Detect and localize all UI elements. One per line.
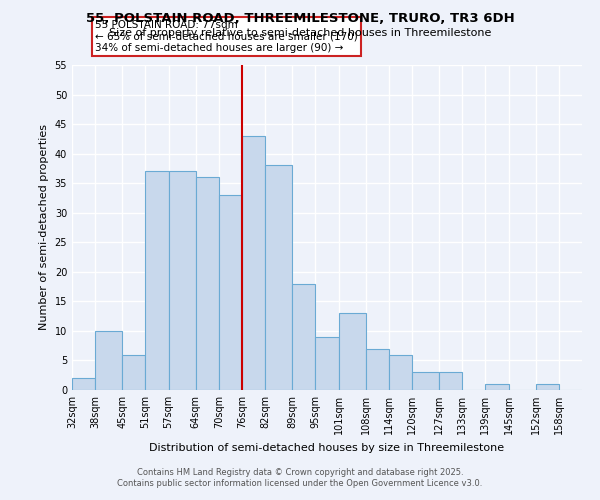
Bar xyxy=(219,195,242,390)
Bar xyxy=(536,384,559,390)
Bar xyxy=(145,172,169,390)
Text: 55 POLSTAIN ROAD: 77sqm
← 65% of semi-detached houses are smaller (170)
34% of s: 55 POLSTAIN ROAD: 77sqm ← 65% of semi-de… xyxy=(95,20,358,53)
Bar xyxy=(316,337,338,390)
Y-axis label: Number of semi-detached properties: Number of semi-detached properties xyxy=(39,124,49,330)
Bar xyxy=(196,178,219,390)
Bar xyxy=(265,166,292,390)
Text: Size of property relative to semi-detached houses in Threemilestone: Size of property relative to semi-detach… xyxy=(109,28,491,38)
Bar xyxy=(439,372,462,390)
Text: 55, POLSTAIN ROAD, THREEMILESTONE, TRURO, TR3 6DH: 55, POLSTAIN ROAD, THREEMILESTONE, TRURO… xyxy=(86,12,514,26)
Bar xyxy=(242,136,265,390)
Bar xyxy=(72,378,95,390)
Bar xyxy=(485,384,509,390)
Bar xyxy=(338,313,365,390)
Bar xyxy=(292,284,316,390)
Bar xyxy=(389,354,412,390)
Bar xyxy=(95,331,122,390)
Bar xyxy=(169,172,196,390)
Bar xyxy=(122,354,145,390)
Bar xyxy=(412,372,439,390)
Bar xyxy=(365,348,389,390)
X-axis label: Distribution of semi-detached houses by size in Threemilestone: Distribution of semi-detached houses by … xyxy=(149,442,505,452)
Text: Contains HM Land Registry data © Crown copyright and database right 2025.
Contai: Contains HM Land Registry data © Crown c… xyxy=(118,468,482,487)
